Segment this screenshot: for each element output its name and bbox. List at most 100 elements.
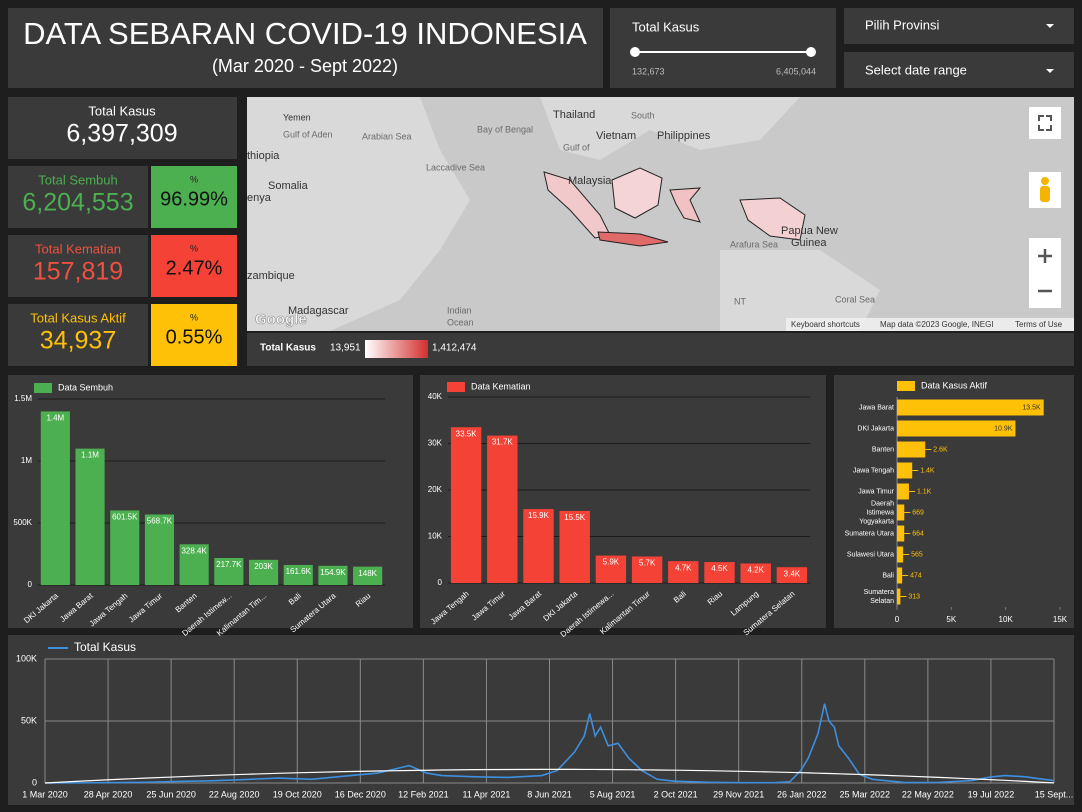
kpi-pct: 96.99% — [160, 188, 228, 210]
dropdown-arrow — [1046, 24, 1054, 28]
data-label: 3.4K — [784, 569, 801, 578]
kpi-value: 6,397,309 — [66, 120, 177, 148]
data-label: 4.5K — [711, 564, 728, 573]
bar — [75, 448, 105, 585]
x-tick-label: 25 Mar 2022 — [840, 789, 891, 799]
map-land — [720, 250, 880, 331]
slider-max: 6,405,044 — [776, 66, 816, 76]
y-tick-label: 1.5M — [14, 394, 32, 403]
data-label: 154.9K — [320, 568, 346, 577]
data-label: 328.4K — [181, 546, 207, 555]
map-province — [611, 167, 663, 219]
x-tick-label: 26 Jan 2022 — [777, 789, 827, 799]
bar — [776, 567, 808, 583]
y-tick-label: 10K — [428, 532, 443, 541]
data-label: 15.9K — [528, 511, 550, 520]
map-place: enya — [247, 192, 272, 204]
dropdown[interactable] — [844, 52, 1074, 88]
slider-handle[interactable] — [806, 47, 816, 57]
map-attribution[interactable]: Keyboard shortcuts — [791, 320, 860, 329]
data-label: 15.5K — [564, 513, 586, 522]
pegman-icon — [1040, 186, 1050, 202]
map-place: Indian — [447, 305, 472, 315]
data-label: 4.7K — [675, 563, 692, 572]
x-tick-label: 19 Oct 2020 — [273, 789, 322, 799]
kpi-pct-label: % — [190, 174, 198, 184]
kpi-value: 34,937 — [40, 327, 116, 355]
kpi-pct-label: % — [190, 312, 198, 322]
map-place: Thailand — [553, 109, 595, 121]
map-logo: Google — [255, 311, 307, 328]
slider-handle[interactable] — [630, 47, 640, 57]
x-tick-label: 25 Jun 2020 — [146, 789, 196, 799]
title: DATA SEBARAN COVID-19 INDONESIA — [23, 16, 587, 51]
map-place: Gulf of Aden — [283, 129, 333, 139]
bar — [897, 525, 905, 542]
map-place: Ocean — [447, 317, 474, 327]
map-place: Bay of Bengal — [477, 124, 533, 134]
map-place: Philippines — [657, 130, 711, 142]
chart-panel — [834, 375, 1074, 628]
dropdown-arrow — [1046, 69, 1054, 73]
slider-panel — [610, 8, 836, 88]
x-tick-label: 19 Jul 2022 — [968, 789, 1015, 799]
slider-label: Total Kasus — [632, 19, 700, 34]
map-place: Gulf of — [563, 142, 590, 152]
map-place: Vietnam — [596, 130, 636, 142]
legend-label: Data Kematian — [471, 381, 531, 391]
x-tick-label: 28 Apr 2020 — [84, 789, 133, 799]
y-tick-label: Sumatera Utara — [845, 530, 895, 537]
data-label: 601.5K — [112, 513, 138, 522]
dropdown[interactable] — [844, 8, 1074, 44]
bar — [740, 563, 771, 583]
y-tick-label: 30K — [428, 439, 443, 448]
pegman-icon — [1041, 177, 1049, 185]
data-label: 1.4K — [920, 467, 935, 474]
map-place: Arafura Sea — [730, 239, 778, 249]
bar — [248, 559, 279, 585]
bar — [487, 435, 518, 583]
y-tick-label: 100K — [16, 653, 37, 663]
map-place: Malaysia — [568, 175, 612, 187]
data-label: 2.6K — [933, 446, 948, 453]
data-label: 568.7K — [147, 517, 173, 526]
data-label: 664 — [912, 530, 924, 537]
bar — [631, 556, 663, 583]
map-place: thiopia — [247, 150, 280, 162]
kpi-pct-box — [151, 235, 237, 297]
fullscreen-icon — [1038, 115, 1052, 131]
data-label: 474 — [910, 572, 922, 579]
x-tick-label: 10K — [999, 615, 1014, 624]
y-tick-label: 20K — [428, 485, 443, 494]
map-attribution-bar — [786, 318, 1074, 331]
x-tick-label: 11 Apr 2021 — [463, 789, 511, 799]
kpi-pct-box — [151, 166, 237, 228]
map-attribution[interactable]: Terms of Use — [1015, 320, 1063, 329]
y-tick-label: 0 — [438, 578, 443, 587]
map-place: Papua New — [781, 225, 838, 237]
zoom-control[interactable] — [1029, 238, 1061, 308]
data-label: 1.1K — [917, 488, 932, 495]
y-tick-label: Daerah Istimewa Yogyakarta — [859, 500, 894, 525]
map-place: Laccadive Sea — [426, 162, 485, 172]
kpi-panel — [8, 235, 148, 297]
bar — [897, 567, 903, 584]
legend-label: Data Kasus Aktif — [921, 380, 988, 390]
x-tick-label: 16 Dec 2020 — [335, 789, 386, 799]
bar — [897, 504, 905, 521]
bar — [897, 399, 1044, 416]
map-attribution: Map data ©2023 Google, INEGI — [880, 320, 994, 329]
map-place: South — [631, 110, 655, 120]
map-province — [739, 197, 806, 241]
map-place: Coral Sea — [835, 294, 875, 304]
bar — [450, 427, 482, 583]
bar — [283, 564, 313, 585]
x-tick-label: 0 — [895, 615, 900, 624]
legend-label: Total Kasus — [74, 640, 136, 654]
y-tick-label: Jawa Barat — [859, 404, 894, 411]
fullscreen-button[interactable] — [1029, 107, 1061, 139]
bar — [144, 514, 175, 585]
y-tick-label: Jawa Tengah — [853, 467, 894, 474]
y-tick-label: Sulawesi Utara — [847, 551, 894, 558]
chart-panel — [8, 635, 1074, 805]
